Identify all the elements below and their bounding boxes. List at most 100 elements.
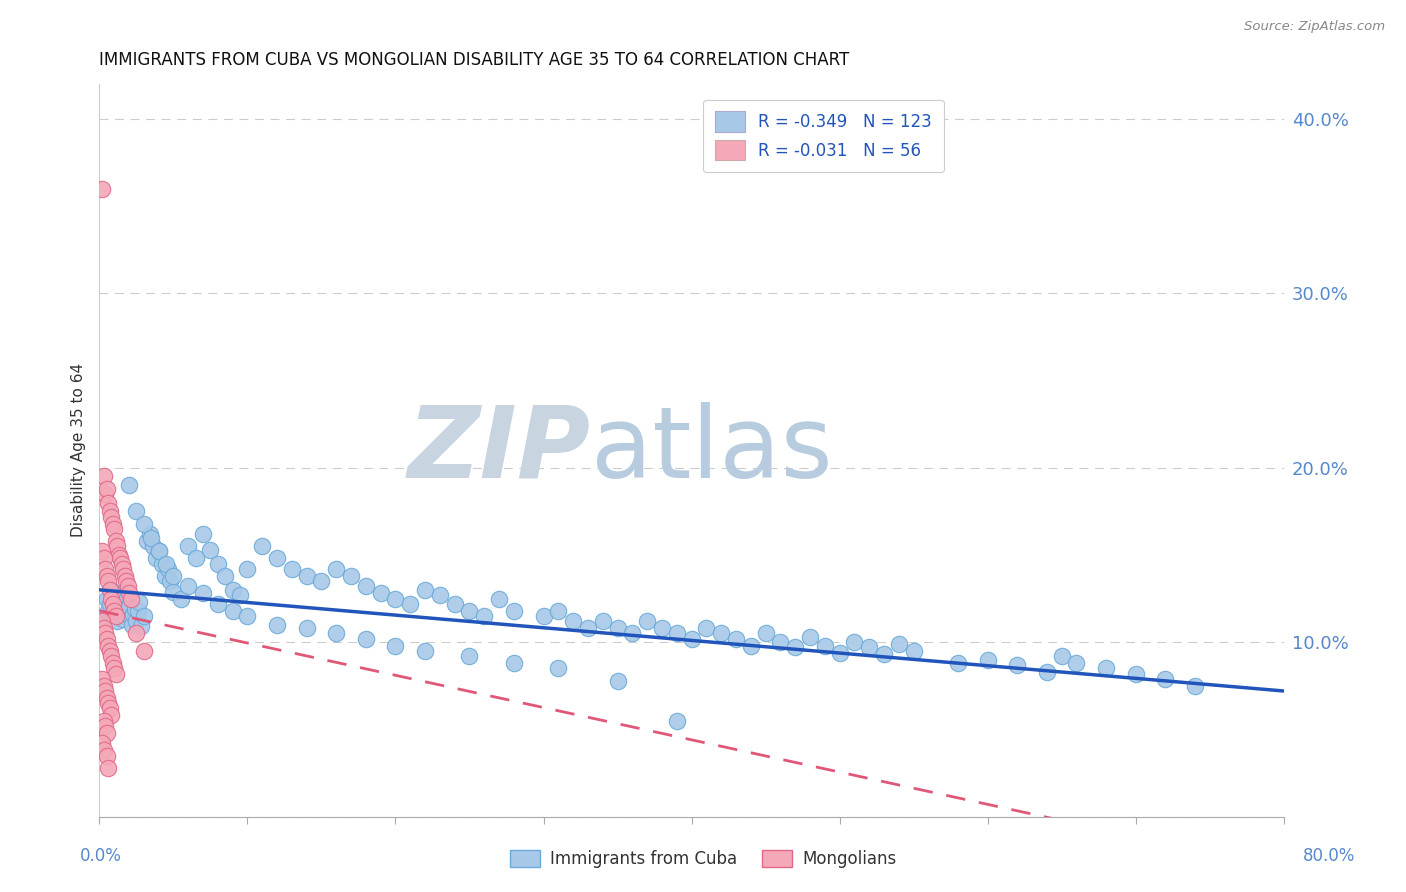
- Point: [229, 588, 252, 602]
- Text: atlas: atlas: [591, 401, 832, 499]
- Point: [115, 593, 138, 607]
- Point: [665, 626, 688, 640]
- Point: [112, 562, 135, 576]
- Point: [458, 649, 481, 664]
- Text: 80.0%: 80.0%: [1302, 847, 1355, 865]
- Point: [93, 621, 115, 635]
- Point: [681, 632, 703, 646]
- Point: [100, 509, 122, 524]
- Point: [399, 597, 422, 611]
- Point: [132, 516, 155, 531]
- Point: [96, 690, 118, 705]
- Point: [340, 569, 363, 583]
- Text: Source: ZipAtlas.com: Source: ZipAtlas.com: [1244, 20, 1385, 33]
- Point: [266, 551, 288, 566]
- Point: [488, 591, 510, 606]
- Point: [503, 604, 526, 618]
- Point: [105, 539, 128, 553]
- Point: [112, 612, 135, 626]
- Legend: R = -0.349   N = 123, R = -0.031   N = 56: R = -0.349 N = 123, R = -0.031 N = 56: [703, 100, 943, 172]
- Point: [104, 534, 127, 549]
- Point: [100, 582, 122, 597]
- Point: [413, 644, 436, 658]
- Point: [576, 621, 599, 635]
- Point: [114, 602, 136, 616]
- Point: [799, 630, 821, 644]
- Point: [873, 648, 896, 662]
- Point: [562, 614, 585, 628]
- Point: [785, 640, 807, 655]
- Point: [1125, 666, 1147, 681]
- Point: [636, 614, 658, 628]
- Point: [100, 649, 122, 664]
- Point: [141, 531, 163, 545]
- Legend: Immigrants from Cuba, Mongolians: Immigrants from Cuba, Mongolians: [503, 843, 903, 875]
- Point: [94, 487, 117, 501]
- Point: [104, 609, 127, 624]
- Point: [125, 614, 148, 628]
- Point: [887, 637, 910, 651]
- Point: [828, 646, 851, 660]
- Y-axis label: Disability Age 35 to 64: Disability Age 35 to 64: [72, 363, 86, 537]
- Point: [651, 621, 673, 635]
- Point: [91, 614, 114, 628]
- Point: [325, 562, 347, 576]
- Point: [100, 591, 122, 606]
- Point: [754, 626, 776, 640]
- Point: [91, 182, 114, 196]
- Point: [98, 701, 121, 715]
- Point: [96, 726, 118, 740]
- Point: [96, 569, 118, 583]
- Point: [101, 516, 124, 531]
- Point: [384, 639, 406, 653]
- Point: [458, 604, 481, 618]
- Point: [97, 761, 120, 775]
- Point: [592, 614, 614, 628]
- Point: [111, 557, 134, 571]
- Point: [120, 611, 142, 625]
- Point: [103, 604, 125, 618]
- Point: [127, 604, 149, 618]
- Point: [221, 604, 243, 618]
- Point: [162, 569, 184, 583]
- Point: [101, 656, 124, 670]
- Point: [93, 551, 115, 566]
- Point: [98, 504, 121, 518]
- Point: [125, 504, 148, 518]
- Point: [93, 609, 115, 624]
- Point: [98, 597, 121, 611]
- Point: [142, 539, 165, 553]
- Point: [177, 539, 200, 553]
- Point: [533, 609, 555, 624]
- Point: [122, 607, 145, 622]
- Point: [191, 586, 214, 600]
- Point: [94, 626, 117, 640]
- Point: [117, 606, 139, 620]
- Point: [207, 597, 229, 611]
- Point: [858, 640, 880, 655]
- Point: [91, 544, 114, 558]
- Point: [96, 482, 118, 496]
- Point: [91, 736, 114, 750]
- Text: ZIP: ZIP: [408, 401, 591, 499]
- Point: [117, 579, 139, 593]
- Point: [384, 591, 406, 606]
- Point: [1154, 672, 1177, 686]
- Point: [710, 626, 733, 640]
- Point: [108, 551, 131, 566]
- Point: [97, 639, 120, 653]
- Point: [1184, 679, 1206, 693]
- Point: [814, 639, 837, 653]
- Point: [93, 743, 115, 757]
- Point: [132, 609, 155, 624]
- Point: [96, 748, 118, 763]
- Point: [97, 574, 120, 588]
- Point: [129, 619, 152, 633]
- Point: [1036, 665, 1059, 679]
- Point: [103, 522, 125, 536]
- Text: 0.0%: 0.0%: [80, 847, 122, 865]
- Text: IMMIGRANTS FROM CUBA VS MONGOLIAN DISABILITY AGE 35 TO 64 CORRELATION CHART: IMMIGRANTS FROM CUBA VS MONGOLIAN DISABI…: [100, 51, 849, 69]
- Point: [295, 569, 318, 583]
- Point: [547, 604, 569, 618]
- Point: [1066, 656, 1088, 670]
